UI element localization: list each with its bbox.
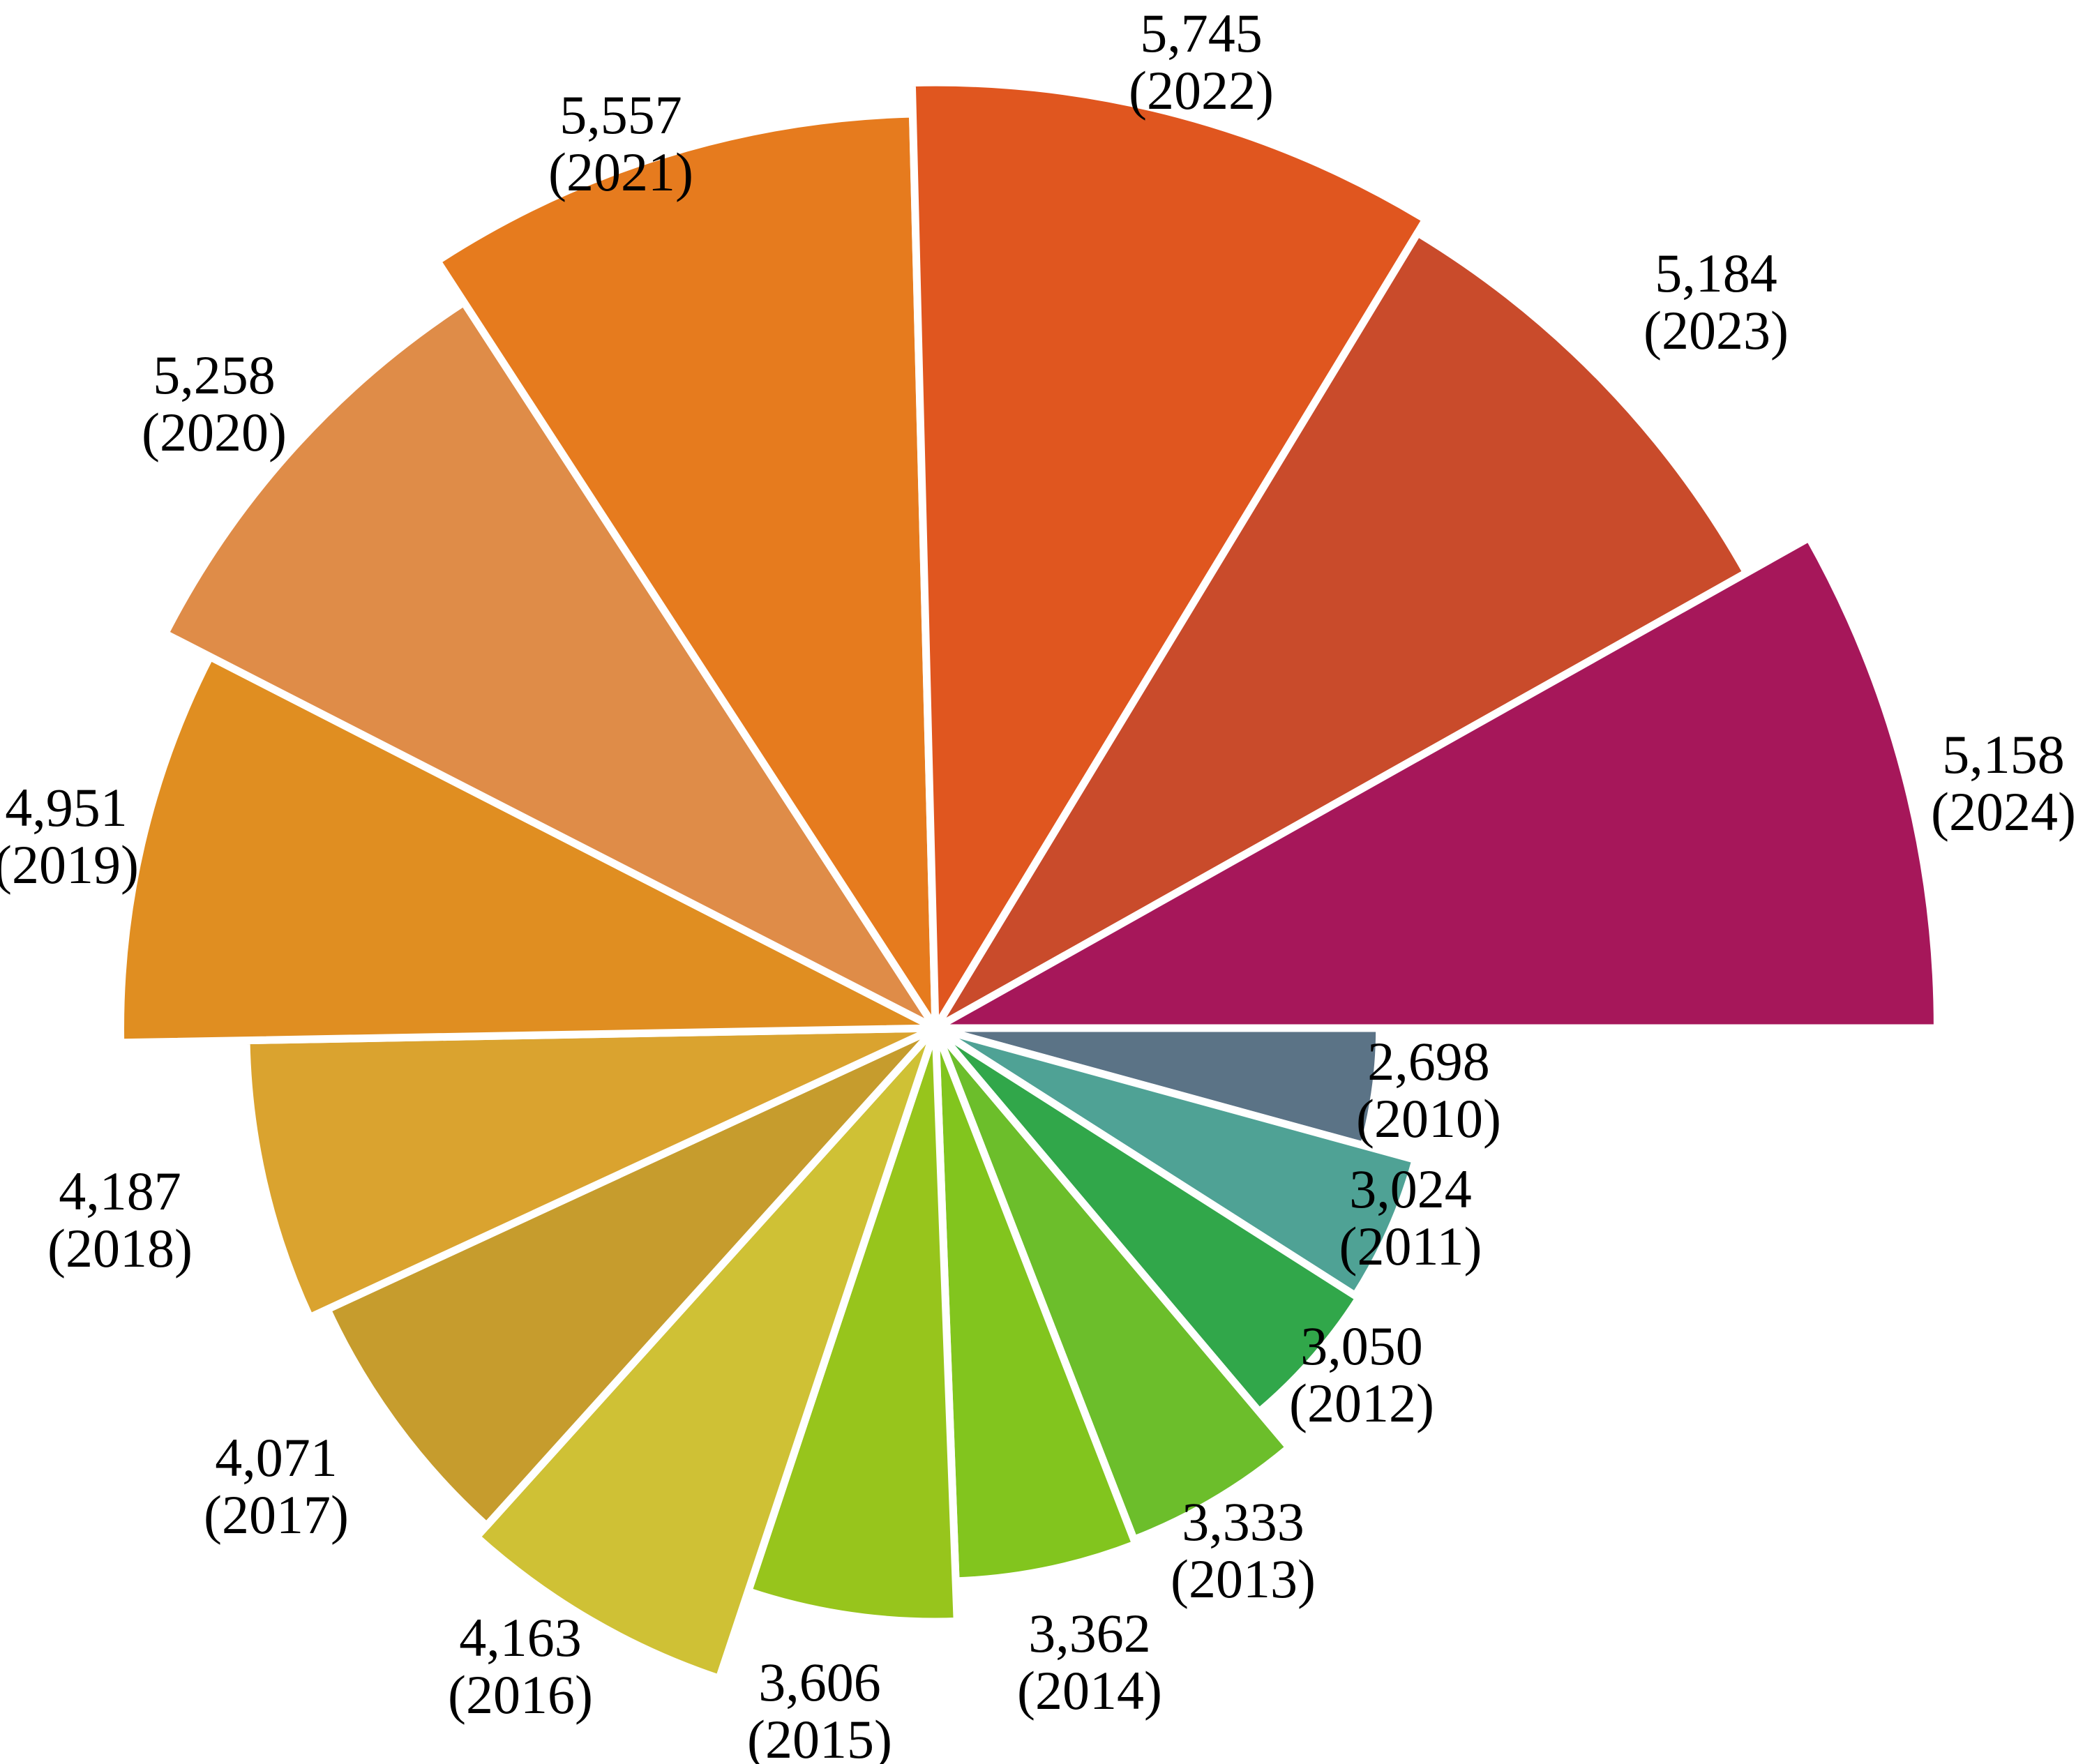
pie-slice-2019	[116, 652, 940, 1047]
pie-slice-2013	[931, 1024, 1293, 1544]
slice-label-2021: 5,557 (2021)	[548, 84, 693, 202]
pie-slice-2014	[931, 1024, 1140, 1585]
slice-label-2017: 4,071 (2017)	[204, 1427, 349, 1545]
slice-label-2015: 3,606 (2015)	[747, 1652, 892, 1764]
slice-value-label: 4,951	[5, 777, 128, 838]
slice-value-label: 5,745	[1140, 3, 1263, 63]
pie-slice-2011	[931, 1024, 1420, 1300]
slice-label-2018: 4,187 (2018)	[47, 1161, 193, 1279]
pie-slice-2022	[908, 78, 1430, 1032]
slice-year-label: (2022)	[1129, 60, 1274, 121]
slice-value-label: 5,184	[1655, 243, 1777, 303]
slice-value-label: 3,333	[1182, 1491, 1304, 1552]
slice-value-label: 3,024	[1349, 1159, 1472, 1219]
slice-value-label: 4,163	[459, 1607, 582, 1668]
pie-slice-2018	[242, 1024, 940, 1322]
slices-group	[116, 78, 1941, 1682]
slice-label-2016: 4,163 (2016)	[448, 1607, 593, 1725]
pie-slice-2015	[744, 1024, 961, 1626]
slice-year-label: (2011)	[1339, 1216, 1482, 1276]
slice-value-label: 5,557	[559, 84, 682, 145]
slice-label-2019: 4,951 (2019)	[0, 777, 139, 895]
slice-year-label: (2021)	[548, 142, 693, 202]
slice-label-2011: 3,024 (2011)	[1339, 1159, 1482, 1276]
slice-year-label: (2019)	[0, 834, 139, 895]
slice-year-label: (2012)	[1289, 1373, 1434, 1433]
slice-year-label: (2017)	[204, 1484, 349, 1545]
labels-group: 2,698 (2010)3,024 (2011)3,050 (2012)3,333 (2…	[0, 3, 2076, 1764]
pie-slice-2024	[931, 534, 1941, 1032]
pie-slice-2017	[323, 1024, 940, 1530]
slice-label-2014: 3,362 (2014)	[1017, 1603, 1162, 1721]
slice-value-label: 5,158	[1942, 724, 2065, 785]
pie-slice-2021	[433, 110, 940, 1032]
slice-value-label: 3,050	[1300, 1316, 1423, 1376]
slice-label-2023: 5,184 (2023)	[1644, 243, 1789, 361]
slice-year-label: (2024)	[1931, 781, 2076, 842]
slice-label-2020: 5,258 (2020)	[142, 345, 287, 462]
slice-value-label: 5,258	[153, 345, 276, 405]
slice-value-label: 4,187	[59, 1161, 181, 1221]
slice-year-label: (2016)	[448, 1664, 593, 1725]
slice-value-label: 4,071	[215, 1427, 338, 1488]
pie-slice-2012	[931, 1024, 1363, 1416]
pie-slice-2016	[472, 1024, 940, 1682]
slice-value-label: 3,362	[1028, 1603, 1151, 1664]
slice-label-2022: 5,745 (2022)	[1129, 3, 1274, 121]
pie-slice-2023	[931, 229, 1751, 1032]
slice-year-label: (2014)	[1017, 1660, 1162, 1721]
slice-value-label: 2,698	[1367, 1031, 1490, 1092]
slice-year-label: (2013)	[1171, 1548, 1316, 1609]
slice-label-2010: 2,698 (2010)	[1356, 1031, 1501, 1149]
slice-year-label: (2015)	[747, 1709, 892, 1764]
pie-slice-2020	[161, 298, 940, 1032]
slice-value-label: 3,606	[758, 1652, 881, 1712]
slice-label-2013: 3,333 (2013)	[1171, 1491, 1316, 1609]
slice-year-label: (2018)	[47, 1218, 193, 1279]
slice-label-2024: 5,158 (2024)	[1931, 724, 2076, 842]
slice-year-label: (2023)	[1644, 300, 1789, 361]
slice-year-label: (2020)	[142, 402, 287, 462]
slice-label-2012: 3,050 (2012)	[1289, 1316, 1434, 1433]
slice-year-label: (2010)	[1356, 1088, 1501, 1149]
